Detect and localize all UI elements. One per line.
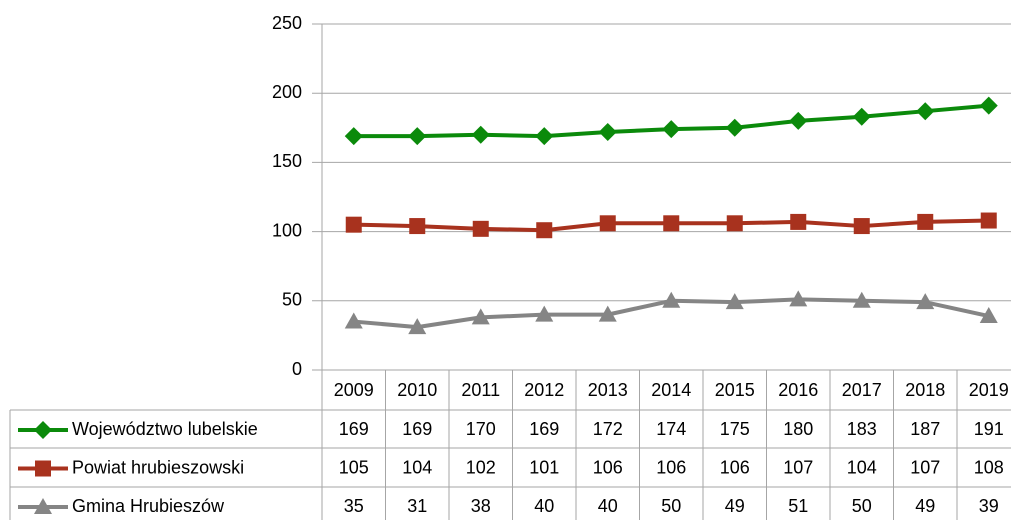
table-value: 172 xyxy=(593,419,623,439)
series-marker xyxy=(598,122,617,141)
legend-marker xyxy=(34,498,52,514)
series-marker xyxy=(917,213,934,230)
series-marker xyxy=(345,216,362,233)
x-tick-label: 2010 xyxy=(397,380,437,400)
x-tick-label: 2016 xyxy=(778,380,818,400)
table-value: 50 xyxy=(852,496,872,516)
table-value: 51 xyxy=(788,496,808,516)
table-value: 49 xyxy=(725,496,745,516)
series-marker xyxy=(344,127,363,146)
series-marker xyxy=(471,125,490,144)
table-value: 104 xyxy=(402,457,432,477)
series-marker xyxy=(535,127,554,146)
table-value: 107 xyxy=(910,457,940,477)
x-tick-label: 2019 xyxy=(969,380,1009,400)
legend-label: Województwo lubelskie xyxy=(72,419,258,439)
y-tick-label: 200 xyxy=(272,82,302,102)
series-marker xyxy=(852,107,871,126)
series-marker xyxy=(725,118,744,137)
table-value: 39 xyxy=(979,496,999,516)
x-tick-label: 2015 xyxy=(715,380,755,400)
table-value: 40 xyxy=(534,496,554,516)
series-marker xyxy=(725,293,744,310)
series-marker xyxy=(471,308,490,325)
table-value: 102 xyxy=(466,457,496,477)
x-tick-label: 2012 xyxy=(524,380,564,400)
series-marker xyxy=(916,293,935,310)
series-marker xyxy=(790,213,807,230)
series-marker xyxy=(344,312,363,329)
series-marker xyxy=(662,291,681,308)
legend-marker xyxy=(35,460,51,477)
table-value: 50 xyxy=(661,496,681,516)
series-marker xyxy=(852,291,871,308)
table-value: 187 xyxy=(910,419,940,439)
series-marker xyxy=(535,305,554,322)
series-marker xyxy=(980,212,997,229)
table-value: 170 xyxy=(466,419,496,439)
table-value: 40 xyxy=(598,496,618,516)
table-value: 38 xyxy=(471,496,491,516)
table-value: 104 xyxy=(847,457,877,477)
series-marker xyxy=(408,127,427,146)
table-value: 49 xyxy=(915,496,935,516)
series-marker xyxy=(599,215,616,232)
table-value: 191 xyxy=(974,419,1004,439)
legend-marker xyxy=(34,421,52,439)
series-marker xyxy=(663,215,680,232)
table-value: 31 xyxy=(407,496,427,516)
series-marker xyxy=(789,111,808,130)
series-marker xyxy=(408,318,427,335)
series-marker xyxy=(409,218,426,235)
x-tick-label: 2017 xyxy=(842,380,882,400)
table-value: 106 xyxy=(656,457,686,477)
y-tick-label: 50 xyxy=(282,290,302,310)
table-value: 169 xyxy=(529,419,559,439)
series-marker xyxy=(916,102,935,121)
table-value: 101 xyxy=(529,457,559,477)
table-value: 183 xyxy=(847,419,877,439)
y-tick-label: 250 xyxy=(272,13,302,33)
x-tick-label: 2011 xyxy=(461,380,500,400)
table-value: 35 xyxy=(344,496,364,516)
series-marker xyxy=(979,307,998,324)
table-value: 180 xyxy=(783,419,813,439)
series-marker xyxy=(536,222,553,239)
y-tick-label: 100 xyxy=(272,220,302,240)
table-value: 106 xyxy=(720,457,750,477)
series-marker xyxy=(472,220,489,237)
x-tick-label: 2013 xyxy=(588,380,628,400)
table-value: 175 xyxy=(720,419,750,439)
series-marker xyxy=(598,305,617,322)
y-tick-label: 150 xyxy=(272,151,302,171)
table-value: 108 xyxy=(974,457,1004,477)
table-value: 106 xyxy=(593,457,623,477)
x-tick-label: 2018 xyxy=(905,380,945,400)
legend-label: Powiat hrubieszowski xyxy=(72,457,244,477)
series-marker xyxy=(726,215,743,232)
x-tick-label: 2009 xyxy=(334,380,374,400)
series-marker xyxy=(789,290,808,307)
legend-label: Gmina Hrubieszów xyxy=(72,496,225,516)
series-marker xyxy=(979,96,998,115)
table-value: 169 xyxy=(402,419,432,439)
table-value: 107 xyxy=(783,457,813,477)
x-tick-label: 2014 xyxy=(651,380,691,400)
table-value: 174 xyxy=(656,419,686,439)
series-marker xyxy=(853,218,870,235)
table-value: 105 xyxy=(339,457,369,477)
table-value: 169 xyxy=(339,419,369,439)
y-tick-label: 0 xyxy=(292,359,302,379)
series-marker xyxy=(662,120,681,139)
